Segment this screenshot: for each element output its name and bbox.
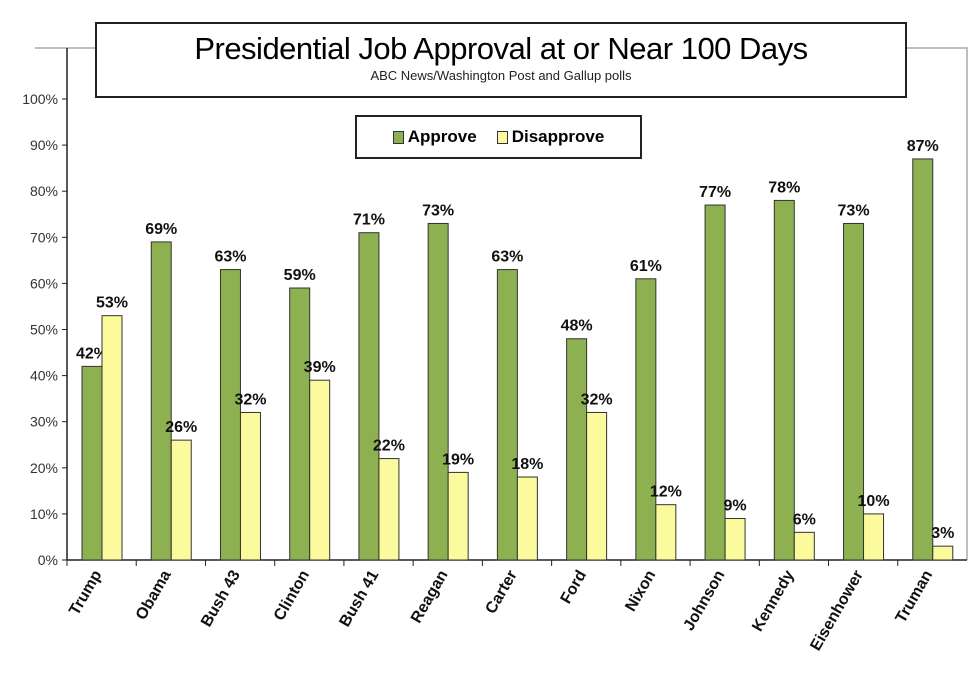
y-tick-label: 30%	[30, 414, 58, 430]
legend-swatch-approve	[392, 130, 404, 144]
x-tick-label: Reagan	[408, 568, 452, 627]
data-label: 63%	[491, 249, 523, 266]
bar-disapprove-reagan	[447, 471, 469, 561]
y-tick-label: 90%	[30, 137, 58, 153]
chart-title: Presidential Job Approval at or Near 100…	[194, 31, 808, 66]
title-box: Presidential Job Approval at or Near 100…	[95, 22, 907, 98]
data-label: 32%	[234, 391, 266, 408]
bar-approve-trump	[81, 365, 103, 561]
bar-disapprove-carter	[516, 476, 538, 561]
bar-approve-ford	[566, 338, 588, 561]
bar-approve-kennedy	[773, 199, 795, 561]
x-tick-label: Trump	[66, 567, 105, 618]
bar-approve-reagan	[427, 222, 449, 561]
bar-approve-truman	[912, 158, 934, 561]
chart-subtitle: ABC News/Washington Post and Gallup poll…	[370, 68, 632, 83]
y-tick-label: 20%	[30, 460, 58, 476]
y-tick-label: 60%	[30, 275, 58, 291]
bar-disapprove-bush-41	[378, 458, 400, 561]
data-label: 59%	[284, 267, 316, 284]
data-label: 42%	[76, 345, 108, 362]
x-tick-label: Bush 43	[198, 567, 244, 629]
data-label: 10%	[858, 493, 890, 510]
legend-item-disapprove: Disapprove	[496, 127, 605, 147]
data-label: 53%	[96, 295, 128, 312]
x-tick-label: Kennedy	[749, 567, 798, 634]
data-label: 63%	[214, 249, 246, 266]
data-label: 73%	[838, 202, 870, 219]
data-label: 71%	[353, 212, 385, 229]
y-tick-label: 50%	[30, 322, 58, 338]
bar-disapprove-clinton	[309, 379, 331, 561]
bar-disapprove-obama	[170, 439, 192, 561]
data-label: 48%	[561, 318, 593, 335]
data-label: 9%	[724, 498, 747, 515]
bar-disapprove-nixon	[655, 504, 677, 561]
data-label: 22%	[373, 438, 405, 455]
data-label: 61%	[630, 258, 662, 275]
data-label: 73%	[422, 202, 454, 219]
data-label: 3%	[931, 525, 954, 542]
bar-approve-clinton	[289, 287, 311, 561]
bar-approve-eisenhower	[843, 222, 865, 561]
data-label: 26%	[165, 419, 197, 436]
y-tick-label: 10%	[30, 506, 58, 522]
x-tick-label: Eisenhower	[807, 568, 867, 654]
y-tick-label: 100%	[22, 91, 58, 107]
bar-disapprove-bush-43	[239, 411, 261, 561]
data-label: 78%	[768, 179, 800, 196]
data-label: 6%	[793, 511, 816, 528]
bar-approve-carter	[496, 269, 518, 561]
data-label: 18%	[511, 456, 543, 473]
bar-disapprove-ford	[586, 411, 608, 561]
bar-approve-johnson	[704, 204, 726, 561]
bar-approve-nixon	[635, 278, 657, 561]
x-tick-label: Bush 41	[337, 567, 383, 629]
legend-swatch-disapprove	[496, 130, 508, 144]
data-label: 12%	[650, 484, 682, 501]
x-tick-label: Clinton	[271, 568, 313, 624]
bar-disapprove-trump	[101, 315, 123, 561]
data-label: 39%	[304, 359, 336, 376]
y-tick-label: 70%	[30, 229, 58, 245]
legend-label-approve: Approve	[407, 127, 477, 146]
bar-approve-bush-41	[358, 232, 380, 561]
y-tick-label: 40%	[30, 368, 58, 384]
data-label: 32%	[581, 391, 613, 408]
legend-item-approve: Approve	[392, 127, 477, 147]
data-label: 77%	[699, 184, 731, 201]
legend: Approve Disapprove	[355, 115, 642, 159]
y-tick-label: 80%	[30, 183, 58, 199]
x-tick-label: Johnson	[680, 568, 728, 634]
bar-disapprove-eisenhower	[863, 513, 885, 561]
bar-approve-bush-43	[219, 269, 241, 561]
x-tick-label: Carter	[483, 568, 521, 617]
bar-disapprove-kennedy	[793, 531, 815, 561]
x-tick-label: Nixon	[622, 568, 659, 615]
data-label: 87%	[907, 138, 939, 155]
data-label: 19%	[442, 451, 474, 468]
bar-disapprove-truman	[932, 545, 954, 561]
x-tick-label: Ford	[558, 568, 590, 607]
bar-disapprove-johnson	[724, 518, 746, 561]
data-label: 69%	[145, 221, 177, 238]
bar-approve-obama	[150, 241, 172, 561]
x-tick-label: Truman	[893, 568, 937, 627]
legend-label-disapprove: Disapprove	[511, 127, 605, 146]
x-tick-label: Obama	[133, 567, 175, 623]
y-tick-label: 0%	[38, 552, 58, 568]
